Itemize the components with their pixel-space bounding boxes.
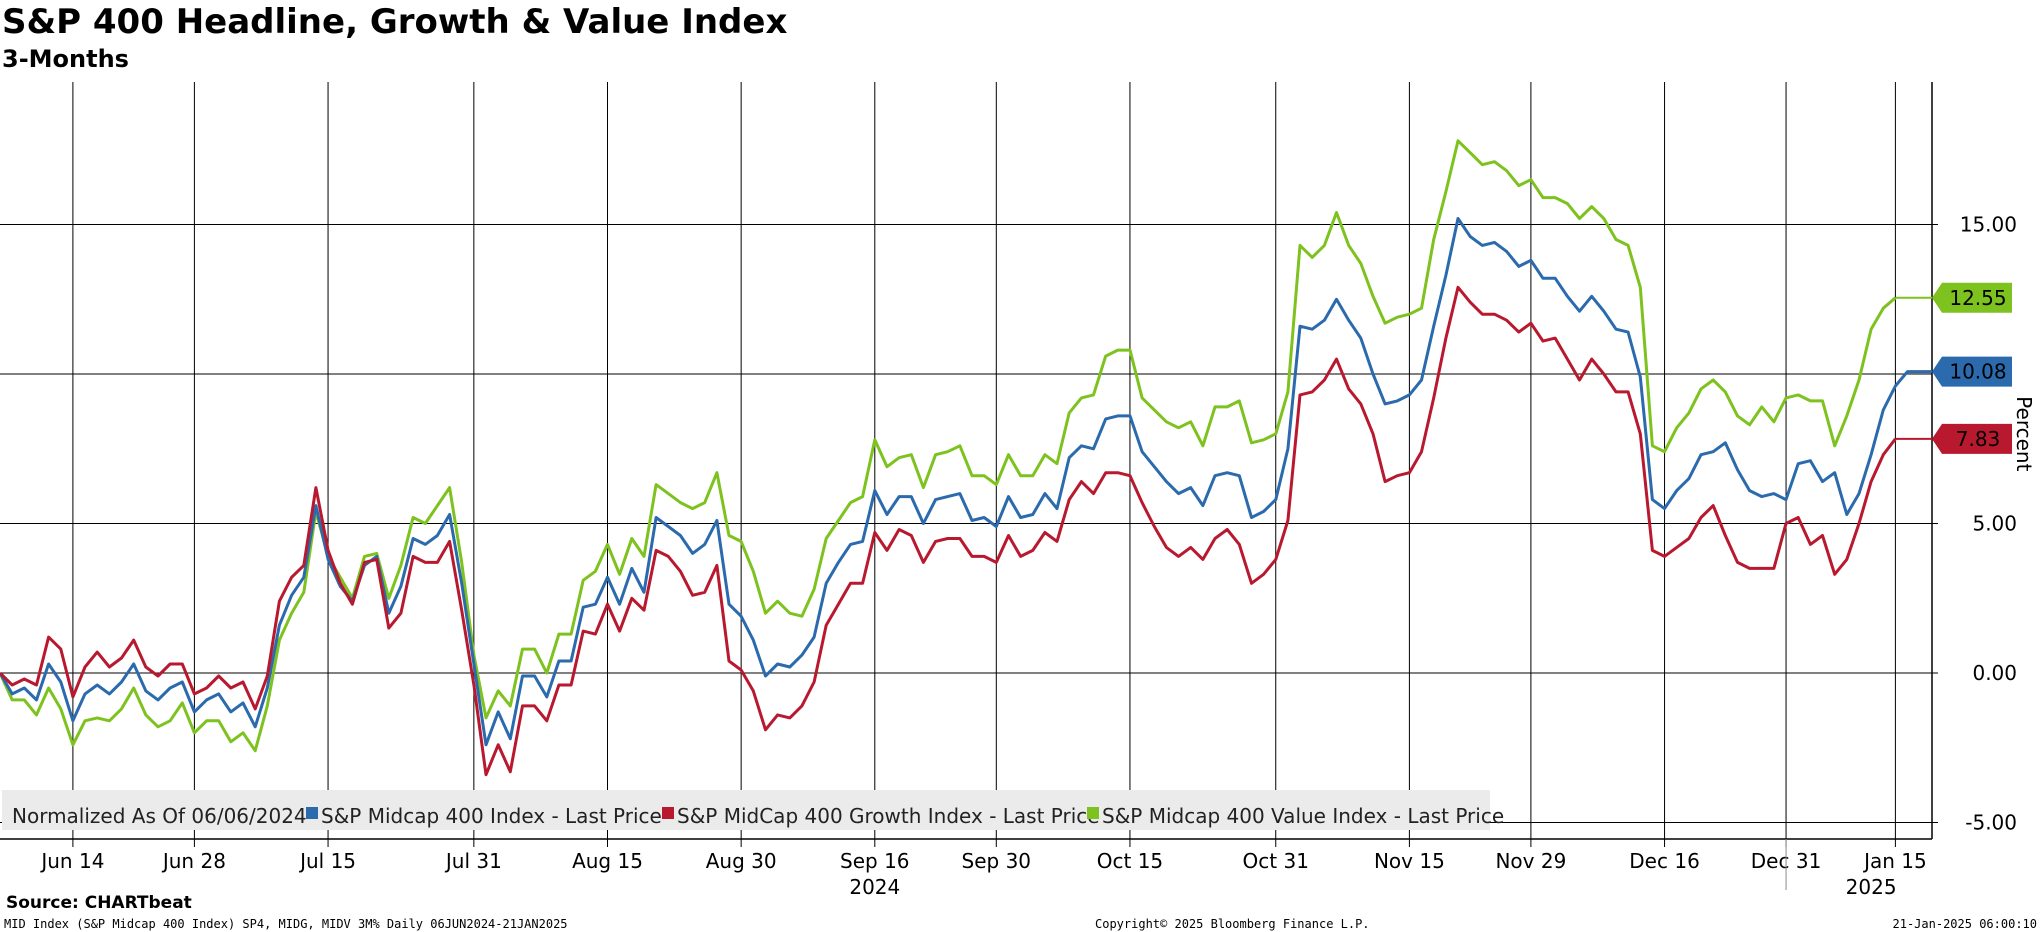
last-value-label: 10.08: [1949, 360, 2006, 384]
last-value-tag: [1932, 423, 2012, 454]
x-tick-label: Dec 16: [1629, 849, 1700, 873]
last-value-label: 7.83: [1956, 427, 2001, 451]
last-value-tag: [1932, 282, 2012, 313]
year-labels: 2024 2025: [849, 875, 1896, 899]
legend-label-value: S&P Midcap 400 Value Index - Last Price: [1102, 804, 1504, 828]
x-tick-label: Aug 15: [572, 849, 643, 873]
y-tick-label: -5.00: [1965, 811, 2017, 835]
x-tick-label: Jul 31: [444, 849, 502, 873]
series-lines: [0, 139, 1932, 777]
series-line-1: [0, 285, 1897, 777]
x-tick-label: Sep 30: [962, 849, 1032, 873]
year-label: 2024: [849, 875, 900, 899]
y-tick-label: 0.00: [1972, 661, 2017, 685]
year-label: 2025: [1846, 875, 1897, 899]
last-value-tag: [1932, 356, 2012, 387]
x-tick-label: Jun 28: [161, 849, 226, 873]
x-tick-label: Jan 15: [1862, 849, 1927, 873]
legend-swatch-growth: [662, 807, 674, 819]
source-label: Source: CHARTbeat: [6, 893, 192, 913]
x-tick-labels: Jun 14 Jun 28 Jul 15 Jul 31 Aug 15 Aug 30 Sep …: [39, 839, 1927, 873]
footer-copyright: Copyright© 2025 Bloomberg Finance L.P.: [1095, 917, 1370, 931]
chart-subtitle: 3-Months: [2, 45, 129, 73]
x-tick-label: Aug 30: [706, 849, 777, 873]
y-tick-labels: 15.00 5.00 0.00 -5.00: [1932, 213, 2017, 835]
legend-label-headline: S&P Midcap 400 Index - Last Price: [321, 804, 662, 828]
x-tick-label: Oct 31: [1243, 849, 1309, 873]
y-tick-label: 15.00: [1960, 213, 2017, 237]
x-tick-label: Sep 16: [840, 849, 910, 873]
x-tick-label: Oct 15: [1097, 849, 1163, 873]
footer-left: MID Index (S&P Midcap 400 Index) SP4, MI…: [4, 917, 568, 931]
x-tick-label: Jul 15: [298, 849, 356, 873]
chart-title: S&P 400 Headline, Growth & Value Index: [2, 2, 787, 42]
legend-prefix: Normalized As Of 06/06/2024: [12, 804, 307, 828]
vertical-gridlines: [72, 82, 1896, 839]
legend-swatch-headline: [306, 807, 318, 819]
legend-label-growth: S&P MidCap 400 Growth Index - Last Price: [677, 804, 1100, 828]
x-tick-label: Jun 14: [39, 849, 104, 873]
legend-swatch-value: [1087, 807, 1099, 819]
y-axis-label: Percent: [2012, 396, 2036, 471]
footer-timestamp: 21-Jan-2025 06:00:10: [1893, 917, 2038, 931]
x-tick-label: Nov 15: [1374, 849, 1445, 873]
legend-box: [2, 790, 1490, 830]
last-value-label: 12.55: [1949, 286, 2006, 310]
series-line-0: [0, 217, 1932, 747]
last-value-labels: 10.08 7.83 12.55: [1895, 282, 2012, 454]
x-tick-label: Nov 29: [1495, 849, 1566, 873]
series-line-2: [0, 139, 1897, 753]
y-tick-label: 5.00: [1972, 512, 2017, 536]
